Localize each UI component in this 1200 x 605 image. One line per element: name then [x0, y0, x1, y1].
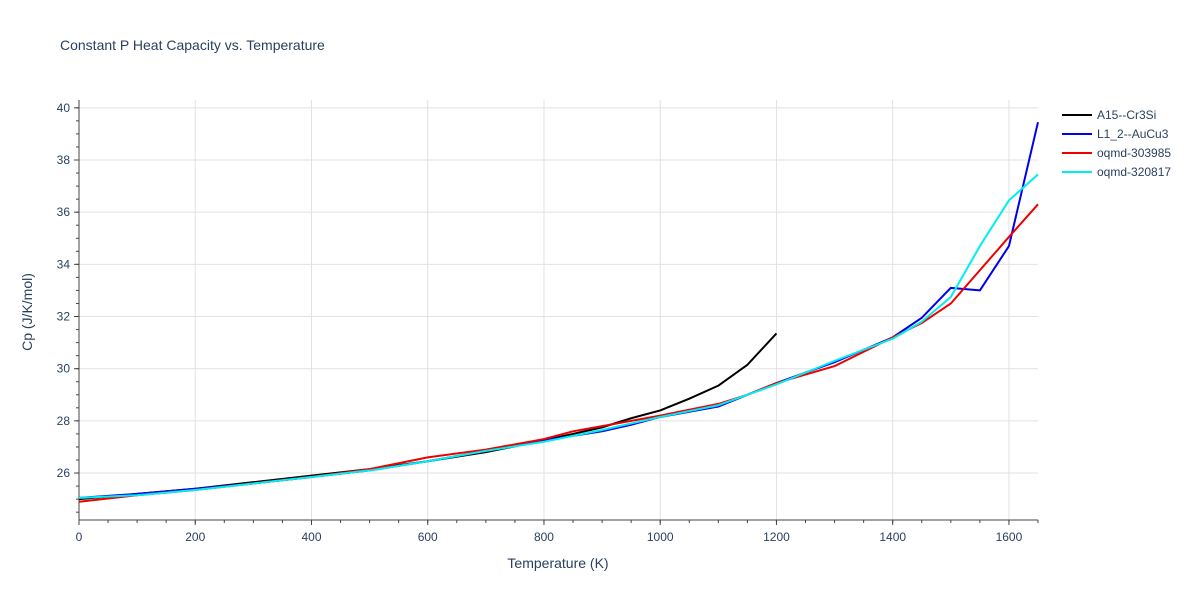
tick-labels: 0 200 400 600 800 1000 1200 1400 1600 26 28 30 32 34 3…: [57, 101, 1023, 544]
x-tick-label: 200: [185, 530, 205, 544]
legend-label: oqmd-320817: [1097, 165, 1171, 179]
y-tick-label: 34: [57, 257, 71, 271]
y-tick-label: 36: [57, 205, 71, 219]
x-tick-label: 1000: [647, 530, 674, 544]
y-tick-label: 28: [57, 414, 71, 428]
legend-label: L1_2--AuCu3: [1097, 127, 1169, 141]
y-axis-label: Cp (J/K/mol): [19, 273, 35, 351]
x-tick-label: 800: [534, 530, 554, 544]
x-tick-label: 1400: [879, 530, 906, 544]
legend-label: A15--Cr3Si: [1097, 108, 1156, 122]
x-tick-label: 1600: [996, 530, 1023, 544]
y-tick-label: 26: [57, 466, 71, 480]
legend-item[interactable]: oqmd-303985: [1062, 146, 1171, 160]
grid: [79, 100, 1038, 520]
y-tick-label: 38: [57, 153, 71, 167]
plot-lines: [78, 121, 1039, 503]
y-tick-label: 30: [57, 362, 71, 376]
legend: A15--Cr3Si L1_2--AuCu3 oqmd-303985 oqmd-320…: [1062, 108, 1171, 179]
x-tick-label: 0: [76, 530, 83, 544]
series-line-oqmd-303985: [78, 203, 1039, 503]
series-line-oqmd-320817: [78, 173, 1039, 499]
x-tick-label: 400: [301, 530, 321, 544]
legend-label: oqmd-303985: [1097, 146, 1171, 160]
x-tick-label: 1200: [763, 530, 790, 544]
axes: [74, 100, 1039, 525]
legend-item[interactable]: A15--Cr3Si: [1062, 108, 1156, 122]
chart-title: Constant P Heat Capacity vs. Temperature: [60, 37, 325, 53]
legend-item[interactable]: L1_2--AuCu3: [1062, 127, 1169, 141]
series-line-l1-2-aucu3: [78, 121, 1039, 499]
y-tick-label: 32: [57, 310, 71, 324]
x-tick-label: 600: [418, 530, 438, 544]
y-tick-label: 40: [57, 101, 71, 115]
x-axis-label: Temperature (K): [507, 555, 608, 571]
legend-item[interactable]: oqmd-320817: [1062, 165, 1171, 179]
